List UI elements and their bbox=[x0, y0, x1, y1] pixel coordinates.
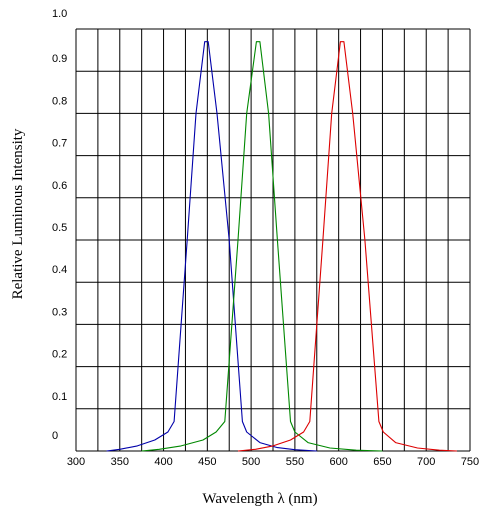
series-lines bbox=[106, 41, 457, 452]
y-tick-label: 0.7 bbox=[52, 138, 67, 150]
y-tick-label: 0.8 bbox=[52, 95, 67, 107]
x-tick-label: 550 bbox=[286, 456, 304, 468]
x-tick-label: 650 bbox=[373, 456, 391, 468]
x-tick-label: 500 bbox=[242, 456, 260, 468]
x-tick-label: 350 bbox=[111, 456, 129, 468]
x-tick-label: 400 bbox=[154, 456, 172, 468]
x-tick-label: 600 bbox=[329, 456, 347, 468]
y-tick-label: 0.1 bbox=[52, 391, 67, 403]
x-tick-label: 300 bbox=[67, 456, 85, 468]
y-tick-labels: 0 0.1 0.2 0.3 0.4 0.5 0.6 0.7 0.8 0.9 1.0 bbox=[52, 8, 67, 442]
y-tick-label: 0.5 bbox=[52, 222, 67, 234]
x-tick-label: 700 bbox=[417, 456, 435, 468]
grid-lines bbox=[75, 28, 471, 452]
x-axis-title: Wavelength λ (nm) bbox=[202, 491, 317, 507]
y-tick-label: 0.3 bbox=[52, 306, 67, 318]
x-tick-labels: 300 350 400 450 500 550 600 650 700 750 bbox=[67, 456, 479, 468]
y-tick-label: 0.4 bbox=[52, 264, 67, 276]
y-tick-label: 0.9 bbox=[52, 53, 67, 65]
series-line-2 bbox=[141, 41, 383, 452]
y-tick-label: 0.6 bbox=[52, 180, 67, 192]
y-tick-label: 0 bbox=[52, 430, 58, 442]
y-tick-label: 0.2 bbox=[52, 349, 67, 361]
y-axis-title: Relative Luminous Intensity bbox=[10, 128, 26, 299]
series-line-1 bbox=[106, 41, 317, 452]
x-tick-label: 450 bbox=[198, 456, 216, 468]
x-tick-label: 750 bbox=[461, 456, 479, 468]
y-tick-label: 1.0 bbox=[52, 8, 67, 20]
series-line-3 bbox=[237, 41, 457, 452]
